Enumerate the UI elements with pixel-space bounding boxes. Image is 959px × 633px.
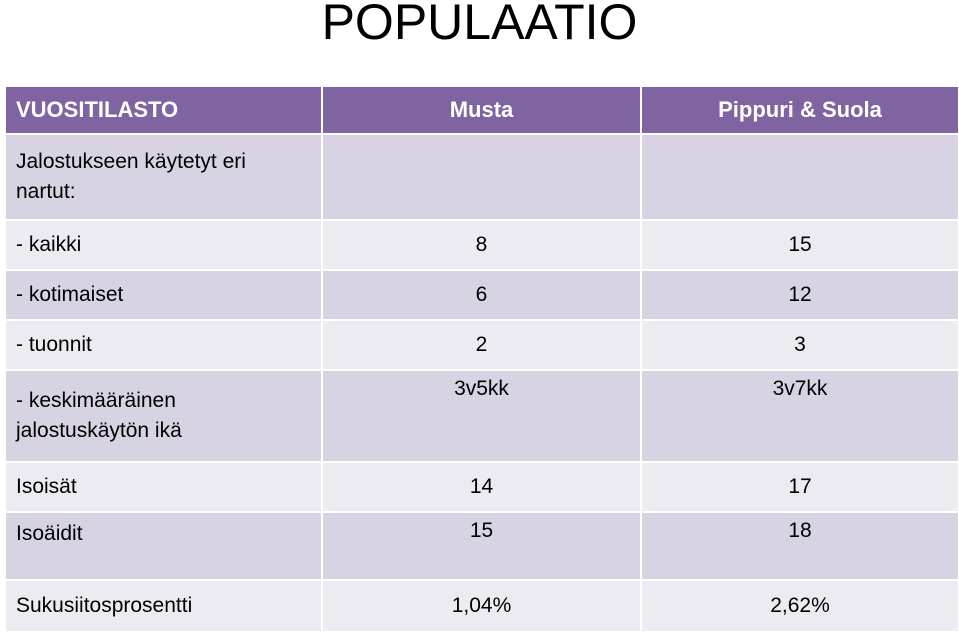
row-label: Isoisät	[4, 461, 323, 513]
table-row: - kaikki 8 15	[4, 219, 959, 271]
row-label: - kaikki	[4, 219, 323, 271]
musta-value: 3v5kk	[321, 369, 642, 463]
table-row: - tuonnit 2 3	[4, 319, 959, 371]
pippuri-suola-value: 12	[640, 269, 959, 321]
table-header-row: VUOSITILASTO Musta Pippuri & Suola	[4, 85, 959, 135]
column-header-musta: Musta	[321, 85, 642, 135]
row-label: - keskimääräinen jalostuskäytön ikä	[4, 369, 323, 463]
page-title: POPULAATIO	[321, 0, 638, 50]
pippuri-suola-value: 3	[640, 319, 959, 371]
pippuri-suola-value	[640, 133, 959, 221]
row-label: - tuonnit	[4, 319, 323, 371]
row-label: Sukusiitosprosentti	[4, 579, 323, 633]
row-label: Jalostukseen käytetyt eri nartut:	[4, 133, 323, 221]
musta-value	[321, 133, 642, 221]
column-header-pippuri-suola: Pippuri & Suola	[640, 85, 959, 135]
table-row: Isoisät 14 17	[4, 461, 959, 513]
row-label: - kotimaiset	[4, 269, 323, 321]
pippuri-suola-value: 17	[640, 461, 959, 513]
column-header-vuositilasto: VUOSITILASTO	[4, 85, 323, 135]
pippuri-suola-value: 15	[640, 219, 959, 271]
musta-value: 2	[321, 319, 642, 371]
pippuri-suola-value: 2,62%	[640, 579, 959, 633]
table-row: - keskimääräinen jalostuskäytön ikä 3v5k…	[4, 369, 959, 463]
table-row: - kotimaiset 6 12	[4, 269, 959, 321]
table-row: Isoäidit 15 18	[4, 511, 959, 581]
musta-value: 6	[321, 269, 642, 321]
musta-value: 15	[321, 511, 642, 581]
table-row: Sukusiitosprosentti 1,04% 2,62%	[4, 579, 959, 633]
pippuri-suola-value: 18	[640, 511, 959, 581]
pippuri-suola-value: 3v7kk	[640, 369, 959, 463]
musta-value: 14	[321, 461, 642, 513]
statistics-table: VUOSITILASTO Musta Pippuri & Suola Jalos…	[4, 85, 959, 633]
musta-value: 1,04%	[321, 579, 642, 633]
row-label: Isoäidit	[4, 511, 323, 581]
musta-value: 8	[321, 219, 642, 271]
table-row: Jalostukseen käytetyt eri nartut:	[4, 133, 959, 221]
